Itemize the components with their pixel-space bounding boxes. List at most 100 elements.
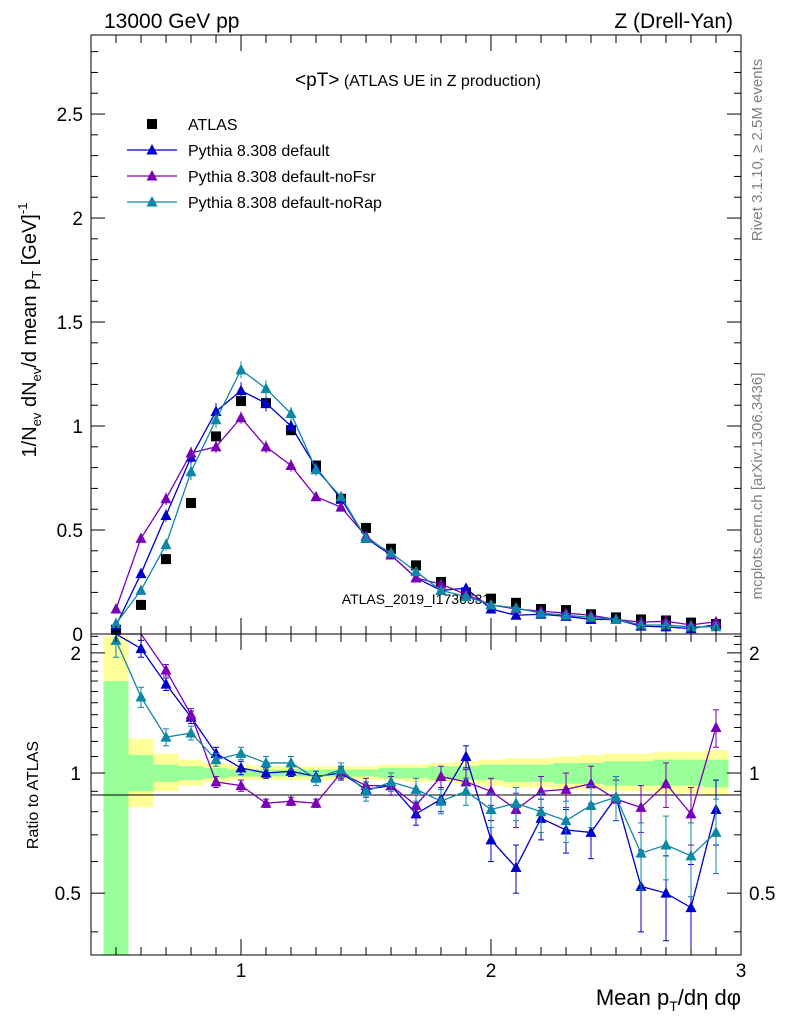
ratio-point-noRap xyxy=(535,805,547,817)
ratio-point-default xyxy=(510,861,522,872)
point-noRap xyxy=(310,463,322,475)
point-atlas xyxy=(236,396,246,407)
legend-marker-noFsr xyxy=(146,170,158,181)
point-noRap xyxy=(560,609,572,620)
ratio-point-default xyxy=(135,642,147,654)
ratio-point-noRap xyxy=(235,747,247,758)
main-series-group xyxy=(110,361,722,635)
legend-label-atlas: ATLAS xyxy=(188,117,238,134)
ratio-point-noFsr xyxy=(560,783,572,794)
point-noRap xyxy=(285,407,297,419)
main-y-tick-label: 1 xyxy=(72,417,83,438)
point-default xyxy=(260,397,272,408)
header-right-label: Z (Drell-Yan) xyxy=(614,10,733,33)
ratio-point-noRap xyxy=(685,849,697,861)
ratio-y-tick-label: 1 xyxy=(70,764,81,785)
point-noFsr xyxy=(310,490,322,502)
point-noRap xyxy=(635,618,647,630)
ratio-point-noRap xyxy=(485,803,497,815)
ratio-point-default xyxy=(685,901,697,913)
ratio-point-noRap xyxy=(660,839,672,850)
legend-label-noFsr: Pythia 8.308 default-noFsr xyxy=(188,169,376,186)
x-tick-label: 3 xyxy=(736,961,747,982)
point-noFsr xyxy=(410,571,422,583)
point-noFsr xyxy=(235,411,247,423)
point-noRap xyxy=(260,382,272,394)
band-inner xyxy=(103,681,129,955)
main-y-tick-label: 1.5 xyxy=(57,313,83,334)
ratio-point-default xyxy=(260,767,272,778)
point-noFsr xyxy=(285,459,297,471)
ratio-point-default xyxy=(285,765,297,776)
ratio-point-noRap xyxy=(160,731,172,742)
point-atlas xyxy=(136,599,146,610)
main-y-tick-label: 0 xyxy=(72,625,83,646)
ratio-point-default xyxy=(210,747,222,758)
legend-marker-atlas xyxy=(147,119,157,129)
ratio-point-noFsr xyxy=(435,770,447,782)
ratio-point-noFsr xyxy=(260,797,272,808)
band-inner xyxy=(128,754,154,792)
band-inner xyxy=(153,764,179,782)
point-noRap xyxy=(360,532,372,543)
point-noRap xyxy=(535,607,547,618)
band-inner xyxy=(178,766,204,781)
ratio-point-noFsr xyxy=(285,795,297,806)
point-noFsr xyxy=(185,447,197,458)
ratio-point-noRap xyxy=(285,756,297,768)
point-noRap xyxy=(485,598,497,610)
mcplots-label: mcplots.cern.ch [arXiv:1306.3436] xyxy=(749,373,766,600)
ratio-point-noRap xyxy=(410,783,422,794)
main-y-tick-label: 2 xyxy=(72,209,83,230)
ratio-point-noFsr xyxy=(310,797,322,808)
point-noFsr xyxy=(210,440,222,452)
ratio-point-noFsr xyxy=(410,799,422,810)
point-noRap xyxy=(210,413,222,425)
ratio-point-default xyxy=(660,887,672,898)
main-y-axis: 0 0.5 1 1.5 2 2.5 xyxy=(57,51,741,646)
main-y-tick-label: 0.5 xyxy=(57,521,83,542)
band-inner xyxy=(503,764,529,782)
point-noRap xyxy=(610,613,622,624)
ratio-point-noFsr xyxy=(710,721,722,733)
watermark-text: ATLAS_2019_I1736531 xyxy=(342,591,491,607)
point-default xyxy=(510,609,522,620)
point-noRap xyxy=(585,611,597,622)
point-default xyxy=(160,509,172,520)
ratio-point-noRap xyxy=(385,775,397,787)
plot-title-main: <pT> xyxy=(295,70,339,91)
ratio-y-tick-label-right: 1 xyxy=(749,764,760,785)
point-atlas xyxy=(486,593,496,604)
ratio-point-noFsr xyxy=(660,777,672,789)
band-inner xyxy=(403,767,429,779)
point-noFsr xyxy=(135,532,147,543)
x-axis-label: Mean pT/dη dφ xyxy=(596,985,741,1014)
ratio-point-noFsr xyxy=(185,708,197,720)
point-noRap xyxy=(160,538,172,550)
legend-marker-noRap xyxy=(146,196,158,207)
ratio-y-tick-label: 0.5 xyxy=(55,884,81,905)
ratio-y-tick-label-right: 0.5 xyxy=(749,884,775,905)
ratio-y-axis-label: Ratio to ATLAS xyxy=(25,741,42,849)
ratio-point-noRap xyxy=(210,753,222,765)
ratio-y-tick-label-right: 2 xyxy=(749,644,760,665)
ratio-point-default xyxy=(460,750,472,761)
main-y-axis-label: 1/Nev dNev/d mean pT [GeV]-1 xyxy=(15,203,44,458)
legend: ATLAS Pythia 8.308 default Pythia 8.308 de… xyxy=(127,117,382,212)
point-noRap xyxy=(410,565,422,577)
ratio-point-noRap xyxy=(585,799,597,810)
ratio-point-noRap xyxy=(185,726,197,738)
rivet-version-label: Rivet 3.1.10, ≥ 2.5M events xyxy=(749,59,766,242)
point-noRap xyxy=(660,619,672,630)
main-panel: 0 0.5 1 1.5 2 2.5 ATLAS_2019_I1736531 <pT> (A… xyxy=(57,34,742,646)
ratio-point-noRap xyxy=(335,763,347,775)
point-default xyxy=(135,567,147,579)
point-atlas xyxy=(211,431,221,442)
point-noRap xyxy=(385,546,397,558)
point-noFsr xyxy=(160,492,172,504)
ratio-point-noRap xyxy=(260,756,272,768)
ratio-point-noRap xyxy=(635,847,647,858)
ratio-point-noRap xyxy=(460,785,472,796)
ratio-panel: 0.5 0.5 1 1 2 2 1 2 3 xyxy=(55,35,775,982)
x-tick-label: 1 xyxy=(236,961,247,982)
